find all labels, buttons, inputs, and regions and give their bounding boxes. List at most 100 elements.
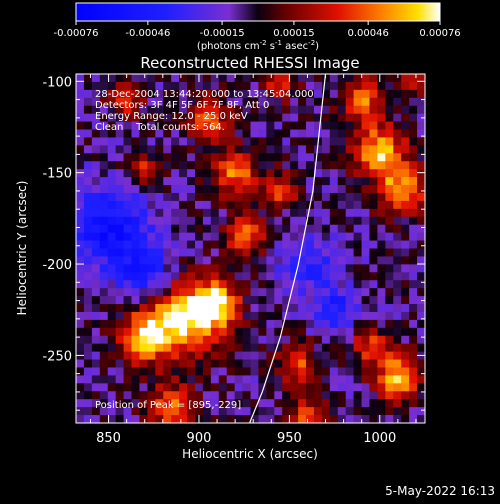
heatmap-cell — [377, 137, 386, 146]
heatmap-cell — [115, 335, 125, 345]
heatmap-cell — [107, 200, 117, 210]
heatmap-cell — [337, 264, 347, 273]
heatmap-cell — [171, 153, 180, 162]
heatmap-cell — [298, 375, 307, 384]
heatmap-cell — [218, 343, 228, 353]
heatmap-cell — [163, 248, 172, 258]
heatmap-cell — [321, 335, 331, 345]
heatmap-cell — [99, 319, 109, 329]
heatmap-cell — [417, 335, 425, 345]
heatmap-cell — [337, 97, 347, 107]
heatmap-cell — [290, 407, 299, 416]
heatmap-cell — [242, 129, 252, 139]
heatmap-cell — [369, 319, 379, 329]
heatmap-cell — [306, 161, 315, 170]
heatmap-cell — [417, 129, 425, 139]
heatmap-cell — [282, 89, 291, 99]
heatmap-cell — [266, 208, 275, 218]
heatmap-cell — [99, 407, 109, 416]
heatmap-cell — [329, 264, 339, 273]
heatmap-cell — [298, 129, 307, 139]
heatmap-cell — [107, 208, 117, 218]
heatmap-cell — [171, 256, 180, 265]
heatmap-cell — [210, 335, 220, 345]
heatmap-cell — [139, 367, 148, 377]
heatmap-cell — [290, 74, 299, 83]
heatmap-cell — [171, 367, 180, 377]
heatmap-cell — [290, 264, 299, 273]
heatmap-cell — [123, 359, 133, 369]
heatmap-cell — [115, 208, 125, 218]
heatmap-cell — [282, 169, 291, 178]
heatmap-cell — [321, 264, 331, 273]
heatmap-cell — [163, 177, 172, 186]
heatmap-cell — [282, 232, 291, 242]
heatmap-cell — [187, 351, 196, 361]
heatmap-cell — [329, 415, 339, 423]
heatmap-cell — [250, 296, 260, 305]
heatmap-cell — [337, 280, 347, 289]
heatmap-cell — [274, 216, 283, 226]
heatmap-cell — [163, 97, 172, 107]
heatmap-cell — [313, 367, 323, 377]
heatmap-cell — [76, 248, 85, 258]
heatmap-cell — [313, 327, 323, 337]
heatmap-cell — [147, 89, 156, 99]
heatmap-cell — [385, 248, 394, 258]
heatmap-cell — [321, 74, 331, 83]
heatmap-cell — [393, 105, 402, 115]
heatmap-cell — [242, 367, 252, 377]
heatmap-cell — [139, 280, 148, 289]
heatmap-cell — [123, 129, 133, 139]
heatmap-cell — [202, 288, 212, 297]
heatmap-cell — [361, 351, 371, 361]
heatmap-cell — [306, 311, 315, 321]
heatmap-cell — [194, 359, 204, 369]
heatmap-cell — [290, 89, 299, 99]
heatmap-cell — [83, 81, 93, 91]
heatmap-cell — [202, 177, 212, 186]
heatmap-cell — [377, 327, 386, 337]
heatmap-cell — [353, 185, 363, 194]
heatmap-cell — [131, 296, 141, 305]
heatmap-cell — [393, 177, 402, 186]
heatmap-cell — [417, 169, 425, 178]
heatmap-cell — [369, 375, 379, 384]
heatmap-cell — [274, 208, 283, 218]
heatmap-cell — [163, 391, 172, 400]
heatmap-cell — [194, 129, 204, 139]
heatmap-cell — [250, 145, 260, 154]
heatmap-cell — [202, 224, 212, 234]
heatmap-cell — [306, 113, 315, 123]
heatmap-cell — [298, 208, 307, 218]
heatmap-cell — [171, 415, 180, 423]
heatmap-cell — [187, 375, 196, 384]
heatmap-cell — [76, 192, 85, 202]
heatmap-cell — [361, 208, 371, 218]
heatmap-cell — [131, 129, 141, 139]
heatmap-cell — [393, 288, 402, 297]
heatmap-cell — [131, 319, 141, 329]
heatmap-cell — [329, 192, 339, 202]
heatmap-cell — [377, 399, 386, 408]
heatmap-cell — [282, 415, 291, 423]
heatmap-cell — [107, 343, 117, 353]
heatmap-cell — [306, 359, 315, 369]
heatmap-cell — [290, 319, 299, 329]
heatmap-cell — [226, 335, 236, 345]
heatmap-cell — [139, 415, 148, 423]
heatmap-cell — [266, 415, 275, 423]
heatmap-cell — [409, 185, 418, 194]
heatmap-cell — [171, 185, 180, 194]
heatmap-cell — [306, 97, 315, 107]
heatmap-cell — [218, 74, 228, 83]
heatmap-cell — [234, 264, 244, 273]
heatmap-cell — [99, 105, 109, 115]
heatmap-cell — [393, 272, 402, 281]
heatmap-cell — [345, 216, 355, 226]
heatmap-cell — [155, 192, 164, 202]
heatmap-cell — [321, 311, 331, 321]
heatmap-cell — [290, 224, 299, 234]
heatmap-cell — [83, 89, 93, 99]
heatmap-cell — [210, 89, 220, 99]
